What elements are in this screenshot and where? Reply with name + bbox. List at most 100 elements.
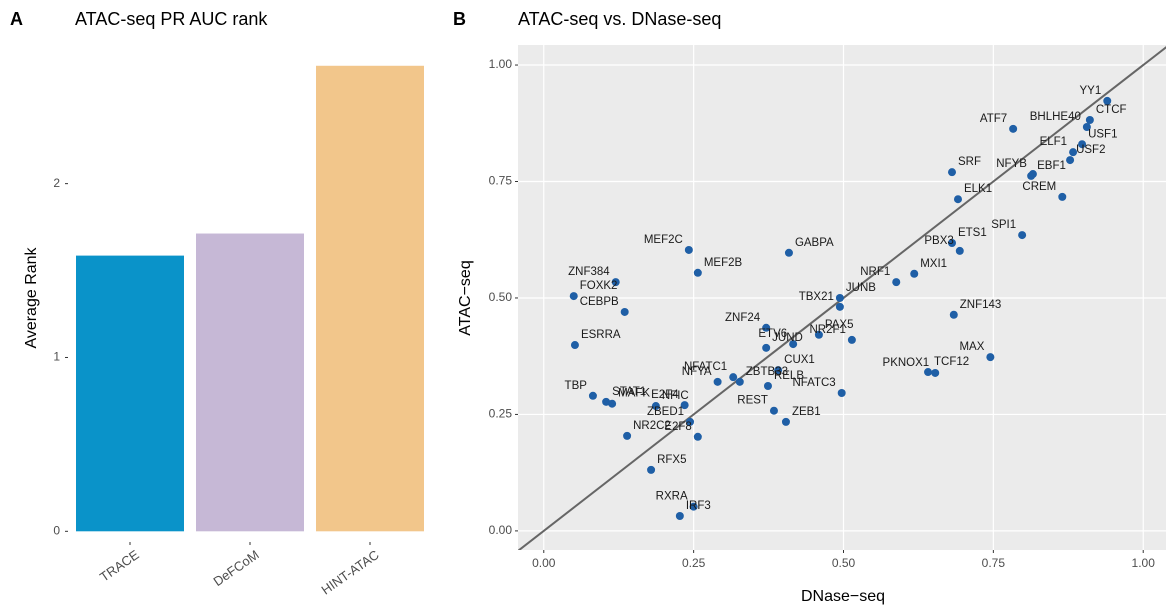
point [647,465,656,474]
point [1066,156,1075,165]
point [789,340,798,349]
point-label: ZNF384 [568,266,610,278]
point-label: GABPA [795,237,834,249]
point [986,353,995,362]
point [781,417,790,426]
point-label: NFATC3 [792,377,835,389]
bar [196,233,304,532]
point [686,417,695,426]
point-label: SRF [958,156,981,168]
point-label: ETS1 [958,227,987,239]
point-label: MEF2B [704,257,743,269]
y-tick-label: 0.25 [489,407,513,421]
x-tick-label: 0.25 [682,556,706,570]
point [931,368,940,377]
panel-label: A [10,9,23,29]
point-label: MAX [959,341,984,353]
point [611,278,620,287]
point [693,268,702,277]
point [689,502,698,511]
point-label: USF1 [1088,128,1117,140]
point-label: FOXK2 [580,280,618,292]
point-label: NFYB [996,158,1027,170]
y-tick-label: 0 [53,523,60,537]
point-label: NRF1 [860,266,890,278]
bar [76,255,184,532]
point [713,377,722,386]
point-label: PKNOX1 [883,357,930,369]
point-label: NR2C2 [633,420,671,432]
x-tick-label: DeFCoM [210,547,261,589]
point [947,238,956,247]
point-label: STAT1 [612,386,646,398]
point-label: SPI1 [991,219,1016,231]
point-label: CUX1 [784,354,815,366]
x-tick-label: 1.00 [1132,556,1156,570]
point-label: PBX3 [924,235,953,247]
point-label: MAFK [618,388,650,400]
point [892,278,901,287]
point [680,401,689,410]
point [1078,140,1087,149]
panel-label: B [453,9,466,29]
point [1027,171,1036,180]
y-tick-label: 0.50 [489,290,513,304]
point [837,389,846,398]
point-label: ESRRA [581,329,621,341]
point-label: PAX5 [825,319,854,331]
y-axis-title: Average Rank [23,246,40,348]
point [675,511,684,520]
point [651,402,660,411]
point-label: CTCF [1096,104,1127,116]
point [693,432,702,441]
point [735,377,744,386]
point-label: MXI1 [920,258,947,270]
point [774,366,783,375]
point [569,292,578,301]
point-label: ZNF24 [725,312,761,324]
point-label: ZNF143 [960,299,1002,311]
point-label: ZBTB33 [746,366,788,378]
point [847,335,856,344]
point [729,373,738,382]
point-label: BHLHE40 [1030,111,1081,123]
chart-title: ATAC-seq vs. DNase-seq [518,9,721,29]
point [910,269,919,278]
point [762,343,771,352]
point [588,391,597,400]
y-tick-label: 2 [53,176,60,190]
point-label: IRF3 [686,500,711,512]
point [1085,116,1094,125]
point-label: TCF12 [934,356,969,368]
point [1018,231,1027,240]
point-label: E2F8 [664,421,692,433]
point-label: JUNB [846,282,876,294]
x-tick-label: HINT-ATAC [318,547,381,598]
point [684,245,693,254]
point-label: ELF1 [1040,136,1068,148]
point [762,323,771,332]
x-axis-title: DNase−seq [801,588,885,605]
point [623,431,632,440]
point-label: ETV6 [758,328,787,340]
point [924,368,933,377]
point-label: RELB [774,370,804,382]
point [953,195,962,204]
point [1069,148,1078,157]
point-label: REST [737,395,768,407]
point [620,307,629,316]
point-label: TBP [565,380,588,392]
chart-title: ATAC-seq PR AUC rank [75,9,268,29]
point [1009,124,1018,133]
x-tick-label: 0.00 [532,556,556,570]
point [947,168,956,177]
point [1082,122,1091,131]
point-label: E2F4 [651,389,679,401]
point [835,302,844,311]
point-label: EBF1 [1037,160,1066,172]
point [784,248,793,257]
point-label: NFATC1 [684,361,727,373]
point [1058,192,1067,201]
point-label: ZBED1 [647,406,684,418]
